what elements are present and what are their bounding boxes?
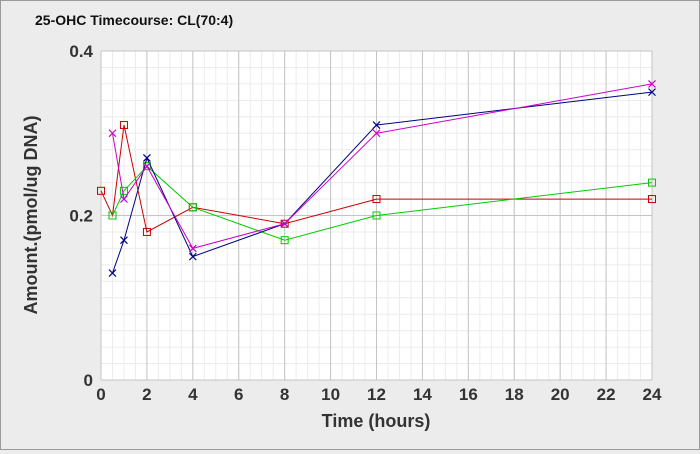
data-point xyxy=(280,236,289,245)
x-axis-label: Time (hours) xyxy=(322,411,431,431)
data-point xyxy=(142,154,151,162)
data-point xyxy=(280,219,289,228)
x-tick-label: 16 xyxy=(459,385,478,404)
data-point xyxy=(108,269,117,277)
data-point xyxy=(108,129,117,138)
x-tick-label: 8 xyxy=(280,385,289,404)
x-tick-label: 12 xyxy=(367,385,386,404)
data-point xyxy=(120,195,128,203)
y-tick-label: 0 xyxy=(84,371,93,390)
data-point xyxy=(372,121,381,129)
data-point xyxy=(188,244,197,253)
x-tick-label: 10 xyxy=(321,385,340,404)
x-tick-label: 22 xyxy=(597,385,616,404)
x-tick-label: 6 xyxy=(234,385,243,404)
data-point xyxy=(372,195,381,204)
data-point xyxy=(648,79,656,88)
data-point xyxy=(108,211,117,220)
data-point xyxy=(372,129,381,138)
x-tick-label: 2 xyxy=(142,385,151,404)
data-point xyxy=(142,227,151,236)
data-point xyxy=(648,88,656,97)
data-point xyxy=(119,121,128,130)
y-axis-label: Amount.(pmol/ug DNA) xyxy=(21,116,41,315)
series-1 xyxy=(108,162,656,245)
y-tick-label: 0.2 xyxy=(69,207,93,226)
x-tick-label: 14 xyxy=(413,385,432,404)
data-point xyxy=(648,178,656,187)
x-tick-label: 18 xyxy=(505,385,524,404)
x-tick-label: 0 xyxy=(96,385,105,404)
y-tick-label: 0.4 xyxy=(69,42,93,61)
x-tick-label: 20 xyxy=(551,385,570,404)
data-point xyxy=(97,186,105,195)
data-point xyxy=(372,211,381,220)
series-3 xyxy=(108,79,656,253)
series-line xyxy=(112,165,653,241)
series-layer xyxy=(97,79,656,277)
series-line xyxy=(100,124,652,233)
data-point xyxy=(188,203,197,212)
data-point xyxy=(119,186,128,195)
data-point xyxy=(188,252,197,261)
chart-title: 25-OHC Timecourse: CL(70:4) xyxy=(35,12,233,28)
data-point xyxy=(280,219,289,228)
x-tick-label: 24 xyxy=(643,385,662,404)
data-point xyxy=(648,195,656,204)
data-point xyxy=(142,162,151,171)
data-point xyxy=(120,236,128,245)
x-tick-label: 4 xyxy=(188,385,198,404)
series-2 xyxy=(108,88,656,277)
